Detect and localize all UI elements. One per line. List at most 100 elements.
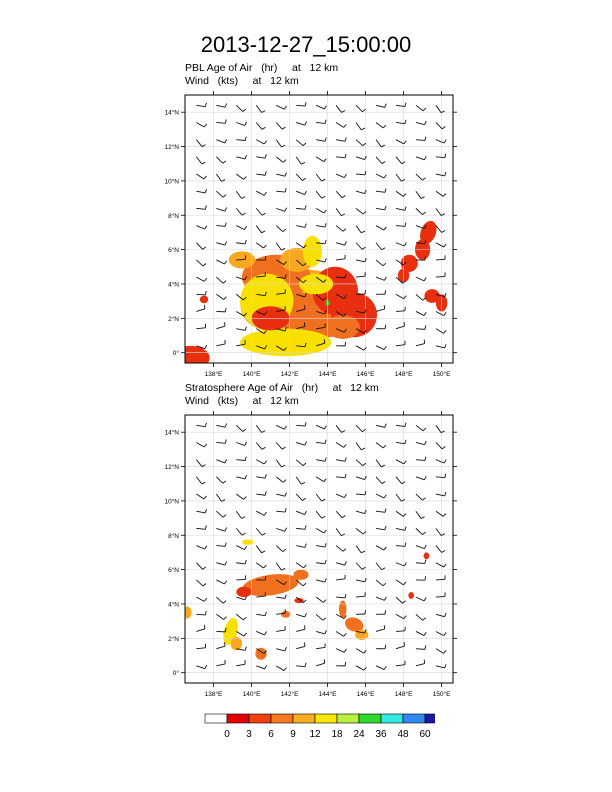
wind-barb <box>415 613 426 621</box>
wind-barb <box>216 542 227 547</box>
wind-barb <box>315 173 326 182</box>
wind-barb <box>435 459 447 464</box>
x-tick-label: 140°E <box>243 690 261 698</box>
wind-barb <box>335 561 347 566</box>
wind-barb <box>295 259 307 267</box>
x-tick-label: 146°E <box>357 690 375 698</box>
wind-barb <box>435 575 446 581</box>
wind-barb <box>415 224 427 230</box>
wind-barb <box>316 258 327 263</box>
age-field-patch <box>280 610 291 618</box>
x-tick-label: 150°E <box>433 370 451 378</box>
wind-barb <box>395 626 406 632</box>
wind-barb <box>216 103 227 108</box>
wind-barb <box>355 155 367 161</box>
wind-barb <box>256 611 267 617</box>
wind-barb <box>255 208 266 216</box>
age-field-patch <box>423 552 430 560</box>
wind-barb <box>275 139 286 148</box>
wind-barb <box>376 290 386 295</box>
wind-barb <box>375 442 387 449</box>
wind-barb <box>276 594 287 599</box>
wind-barb <box>196 122 208 128</box>
age-field-patch <box>408 591 415 599</box>
wind-barb <box>256 328 267 334</box>
colorbar-label: 48 <box>397 729 409 740</box>
wind-barb <box>415 293 426 301</box>
wind-barb <box>415 325 427 330</box>
wind-barb <box>335 122 347 128</box>
colorbar-label: 60 <box>419 729 431 740</box>
wind-barb <box>196 545 208 550</box>
wind-barb <box>395 493 406 502</box>
wind-barb <box>276 172 287 177</box>
wind-barb <box>275 345 287 351</box>
wind-barb <box>395 459 407 465</box>
wind-barb <box>355 509 367 515</box>
age-field-patch <box>424 289 440 303</box>
x-tick-label: 144°E <box>319 690 337 698</box>
wind-barb <box>375 579 387 587</box>
age-field-patch <box>185 345 210 363</box>
wind-barb <box>256 311 268 316</box>
colorbar-box <box>424 713 435 724</box>
wind-barb <box>295 459 307 466</box>
wind-barb <box>415 311 427 316</box>
wind-barb <box>435 139 447 144</box>
wind-barb <box>256 491 267 496</box>
wind-barb <box>395 276 406 284</box>
wind-barb <box>276 207 287 212</box>
wind-barb <box>275 545 287 553</box>
wind-barb <box>276 188 287 193</box>
panel1-wind-label: Wind (kts) at 12 km <box>185 75 299 87</box>
wind-barb <box>375 242 386 251</box>
plot-area <box>185 415 453 683</box>
wind-barb <box>316 439 327 444</box>
wind-barb <box>435 208 446 216</box>
wind-barb <box>275 476 287 483</box>
wind-barb <box>276 527 287 532</box>
wind-barb <box>395 542 407 547</box>
wind-barb <box>196 225 208 230</box>
y-tick-label: 2°N <box>168 315 179 323</box>
wind-barb <box>356 490 367 496</box>
wind-barb <box>256 171 267 176</box>
wind-barb <box>335 631 347 637</box>
wind-barb <box>435 631 447 637</box>
wind-barb <box>355 475 367 481</box>
wind-barb <box>275 259 287 266</box>
age-field-patch <box>236 586 252 598</box>
wind-barb <box>295 242 307 249</box>
wind-barb <box>276 327 287 332</box>
wind-barb <box>255 528 266 536</box>
wind-barb <box>276 508 287 513</box>
wind-barb <box>275 156 287 163</box>
wind-barb <box>415 456 427 461</box>
age-field-patch <box>230 636 243 651</box>
wind-barb <box>395 293 407 300</box>
wind-barb <box>355 309 367 314</box>
wind-barb <box>355 545 366 554</box>
wind-barb <box>415 544 427 550</box>
wind-barb <box>216 439 227 444</box>
wind-barb <box>256 631 268 636</box>
wind-barb <box>196 139 206 148</box>
colorbar-label: 0 <box>224 729 230 740</box>
wind-barb <box>336 273 347 279</box>
age-field-patch <box>302 235 322 267</box>
wind-barb <box>315 596 327 603</box>
wind-barb <box>256 474 267 479</box>
wind-barb <box>316 630 327 635</box>
colorbar-box <box>270 713 294 724</box>
wind-barb <box>435 225 446 233</box>
wind-barb <box>415 339 426 347</box>
colorbar-label: 36 <box>375 729 387 740</box>
colorbar-label: 12 <box>309 729 321 740</box>
wind-barb <box>216 339 226 347</box>
wind-barb <box>296 342 307 348</box>
figure-title: 2013-12-27_15:00:00 <box>200 32 412 57</box>
wind-barb <box>415 510 425 519</box>
wind-barb <box>395 660 406 667</box>
wind-barb <box>315 527 327 534</box>
wind-barb <box>315 156 327 163</box>
